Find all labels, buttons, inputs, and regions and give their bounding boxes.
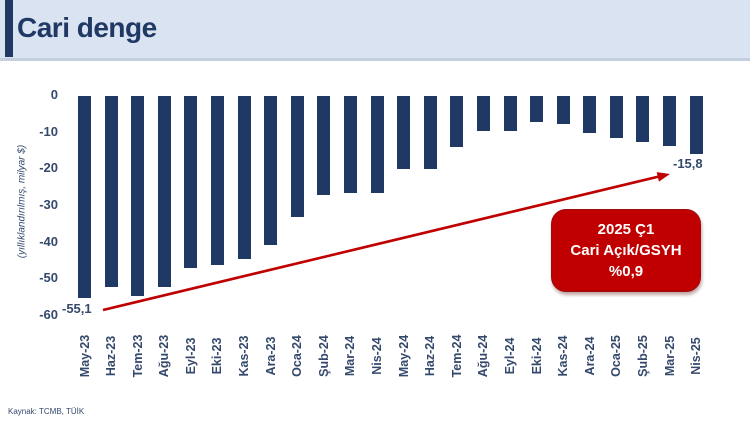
x-tick-label: Kas-23 <box>237 335 252 377</box>
bar <box>264 96 278 245</box>
x-tick-label: Nis-24 <box>370 337 385 375</box>
bar <box>210 96 224 265</box>
annotation-line-1: 2025 Ç1 <box>597 221 655 238</box>
bar <box>530 96 544 122</box>
x-tick-label: Oca-25 <box>609 335 624 377</box>
bar <box>609 96 623 139</box>
bar <box>476 96 490 131</box>
x-tick-label: Ağu-23 <box>157 334 172 378</box>
y-tick-label: -30 <box>39 197 58 212</box>
bar <box>157 96 171 287</box>
x-tick-label: Eki-24 <box>529 337 544 375</box>
y-tick-label: -40 <box>39 233 58 249</box>
bar <box>397 96 411 170</box>
x-tick-label: Nis-25 <box>689 337 704 375</box>
x-tick-label: Ağu-24 <box>476 334 491 378</box>
title-accent-bar <box>5 0 13 57</box>
x-tick-label: Eyl-23 <box>183 337 198 375</box>
annotation-line-2: Cari Açık/GSYH <box>570 242 682 259</box>
x-tick-label: Ara-23 <box>263 336 278 376</box>
title-bar: Cari denge <box>0 0 750 61</box>
bar <box>556 96 570 124</box>
x-tick-label: Şub-24 <box>316 335 331 377</box>
x-tick-label: Eki-23 <box>210 337 225 375</box>
bar <box>450 96 464 148</box>
x-tick-label: Kas-24 <box>556 335 571 377</box>
bar <box>663 96 677 146</box>
bar <box>370 96 384 194</box>
bar <box>237 96 251 260</box>
bar <box>503 96 517 131</box>
y-tick-label: -60 <box>39 307 58 322</box>
y-tick-label: 0 <box>50 87 58 102</box>
annotation-box: 2025 Ç1 Cari Açık/GSYH %0,9 <box>551 209 701 292</box>
x-tick-label: Oca-24 <box>290 335 305 377</box>
x-tick-label: Eyl-24 <box>503 337 517 375</box>
x-tick-label: Tem-23 <box>130 334 145 378</box>
bar <box>290 96 304 217</box>
y-tick-label: -10 <box>39 123 58 139</box>
bar <box>583 96 597 133</box>
bar <box>317 96 331 195</box>
source-note: Kaynak: TCMB, TÜİK <box>8 407 85 416</box>
x-axis-labels: May-23 Haz-23 Tem-23 Ağu-23 Eyl-23 Eki-23 Kas-… <box>77 325 704 387</box>
last-bar-value-label: -15,8 <box>673 156 703 171</box>
x-tick-label: Mar-25 <box>662 335 677 377</box>
x-tick-label: Ara-24 <box>582 336 597 376</box>
first-bar-value-label: -55,1 <box>62 301 92 316</box>
page-title: Cari denge <box>17 12 157 43</box>
x-tick-label: Haz-23 <box>104 335 119 377</box>
x-tick-label: Mar-24 <box>343 335 358 377</box>
bar <box>343 96 357 194</box>
bar <box>131 96 145 296</box>
bar <box>78 96 91 298</box>
x-tick-label: May-24 <box>396 334 411 378</box>
x-tick-label: Haz-24 <box>423 335 438 377</box>
bar <box>423 96 437 170</box>
x-tick-label: May-23 <box>77 334 92 378</box>
bar <box>184 96 198 269</box>
x-tick-label: Tem-24 <box>449 334 464 378</box>
annotation-line-3: %0,9 <box>608 263 644 280</box>
bar <box>104 96 118 287</box>
y-tick-label: -50 <box>39 270 58 286</box>
bar <box>636 96 650 142</box>
bar <box>689 96 703 154</box>
x-tick-label: Şub-25 <box>635 335 650 377</box>
y-tick-label: -20 <box>39 160 58 176</box>
